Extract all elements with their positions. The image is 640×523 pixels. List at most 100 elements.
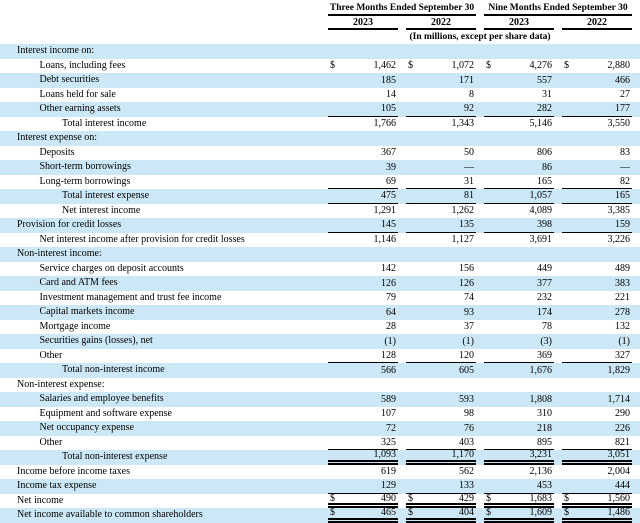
row-label: Loans, including fees [39, 59, 126, 71]
value-cell: 92 [406, 102, 476, 117]
cell-value: 81 [464, 190, 474, 202]
cell-value: 185 [381, 74, 396, 86]
table-row: Capital markets income 64 93 174 278 [0, 305, 640, 320]
value-cell: 82 [562, 175, 632, 189]
cell-value: 1,808 [529, 393, 553, 405]
value-cell: 174 [484, 305, 554, 320]
currency-symbol: $ [564, 492, 569, 504]
cell-value: 383 [615, 277, 630, 289]
header-spacer [0, 2, 328, 44]
cell-value: 171 [459, 74, 474, 86]
table-row: Net income available to common sharehold… [0, 507, 640, 523]
table-row: Other earning assets 105 92 282 177 [0, 102, 640, 117]
row-label: Deposits [39, 146, 75, 158]
value-cell: 367 [328, 146, 398, 161]
row-label: Non-interest expense: [17, 378, 105, 390]
cell-value: 39 [386, 161, 396, 173]
table-row: Non-interest income: [0, 247, 640, 262]
value-cell: 3,550 [562, 117, 632, 132]
table-row: Total non-interest expense 1,093 1,170 3… [0, 449, 640, 465]
value-cell: 5,146 [484, 117, 554, 132]
value-cell: 126 [328, 276, 398, 291]
value-cell: 105 [328, 102, 398, 117]
row-label: Card and ATM fees [39, 277, 118, 288]
value-cell: 232 [484, 291, 554, 306]
table-row: Net occupancy expense 72 76 218 226 [0, 421, 640, 436]
cell-value: 398 [537, 219, 552, 231]
value-cell: 69 [328, 175, 398, 189]
cell-value: 453 [537, 480, 552, 492]
value-cell: 107 [328, 407, 398, 422]
cell-value: 806 [537, 147, 552, 159]
row-label: Interest income on: [17, 45, 95, 56]
row-label: Net interest income after provision for … [39, 233, 245, 245]
value-cell: 31 [484, 88, 554, 103]
year-header-row: 2023 2022 2023 2022 [328, 16, 632, 30]
value-cell: $1,683 [484, 493, 554, 508]
value-cell: 8 [406, 88, 476, 103]
cell-value: 369 [537, 349, 552, 361]
value-cell: 383 [562, 276, 632, 291]
cell-value: 593 [459, 393, 474, 405]
value-cell: 327 [562, 349, 632, 363]
table-header: Three Months Ended September 30 Nine Mon… [0, 0, 640, 44]
value-cell: 221 [562, 291, 632, 306]
cell-value: 64 [386, 306, 396, 318]
row-label: Loans held for sale [39, 88, 116, 100]
value-cell: 821 [562, 436, 632, 450]
value-cell: 177 [562, 102, 632, 117]
cell-value: 69 [386, 175, 396, 187]
value-cell: 93 [406, 305, 476, 320]
cell-value: 31 [464, 175, 474, 187]
table-row: Non-interest expense: [0, 377, 640, 393]
value-cell: 3,231 [484, 449, 554, 465]
value-cell [562, 378, 632, 393]
value-cell: 3,226 [562, 233, 632, 248]
value-cell: 3,385 [562, 204, 632, 219]
table-row: Long-term borrowings 69 31 165 82 [0, 174, 640, 189]
cell-value: 403 [459, 436, 474, 448]
cell-value: 1,766 [373, 118, 397, 130]
cell-value: 82 [620, 175, 630, 187]
cell-value: 74 [464, 292, 474, 304]
cell-value: 2,136 [529, 466, 553, 478]
cell-value: 1,560 [607, 492, 631, 504]
value-cell: 165 [562, 189, 632, 204]
value-cell: 159 [562, 218, 632, 233]
cell-value: 72 [386, 422, 396, 434]
table-row: Net interest income after provision for … [0, 232, 640, 248]
cell-value: 282 [537, 103, 552, 115]
cell-value: 156 [459, 263, 474, 275]
cell-value: 367 [381, 147, 396, 159]
value-cell: 171 [406, 73, 476, 88]
value-cell: 325 [328, 436, 398, 450]
cell-value: 1,462 [373, 60, 397, 72]
value-cell: 1,146 [328, 233, 398, 248]
value-cell: 1,127 [406, 233, 476, 248]
cell-value: 1,093 [373, 449, 397, 461]
value-cell: 398 [484, 218, 554, 233]
value-cell [562, 131, 632, 146]
value-cell: $1,486 [562, 507, 632, 523]
value-cell: 86 [484, 160, 554, 175]
row-label: Debt securities [39, 74, 100, 85]
value-cell: 806 [484, 146, 554, 161]
cell-value: 466 [615, 74, 630, 86]
cell-value: 377 [537, 277, 552, 289]
cell-value: 1,714 [607, 393, 631, 405]
currency-symbol: $ [564, 507, 569, 519]
value-cell: 466 [562, 73, 632, 88]
value-cell: 79 [328, 291, 398, 306]
cell-value: 3,226 [607, 234, 631, 246]
cell-value: 1,170 [451, 449, 475, 461]
value-cell: (1) [328, 334, 398, 349]
value-cell: 475 [328, 189, 398, 204]
table-row: Loans held for sale 14 8 31 27 [0, 87, 640, 103]
cell-value: 429 [459, 492, 474, 504]
value-cell: 1,808 [484, 392, 554, 407]
value-cell: $1,560 [562, 492, 632, 508]
cell-value: 126 [459, 277, 474, 289]
value-cell [406, 131, 476, 146]
cell-value: 444 [615, 480, 630, 492]
row-label: Non-interest income: [17, 248, 102, 259]
